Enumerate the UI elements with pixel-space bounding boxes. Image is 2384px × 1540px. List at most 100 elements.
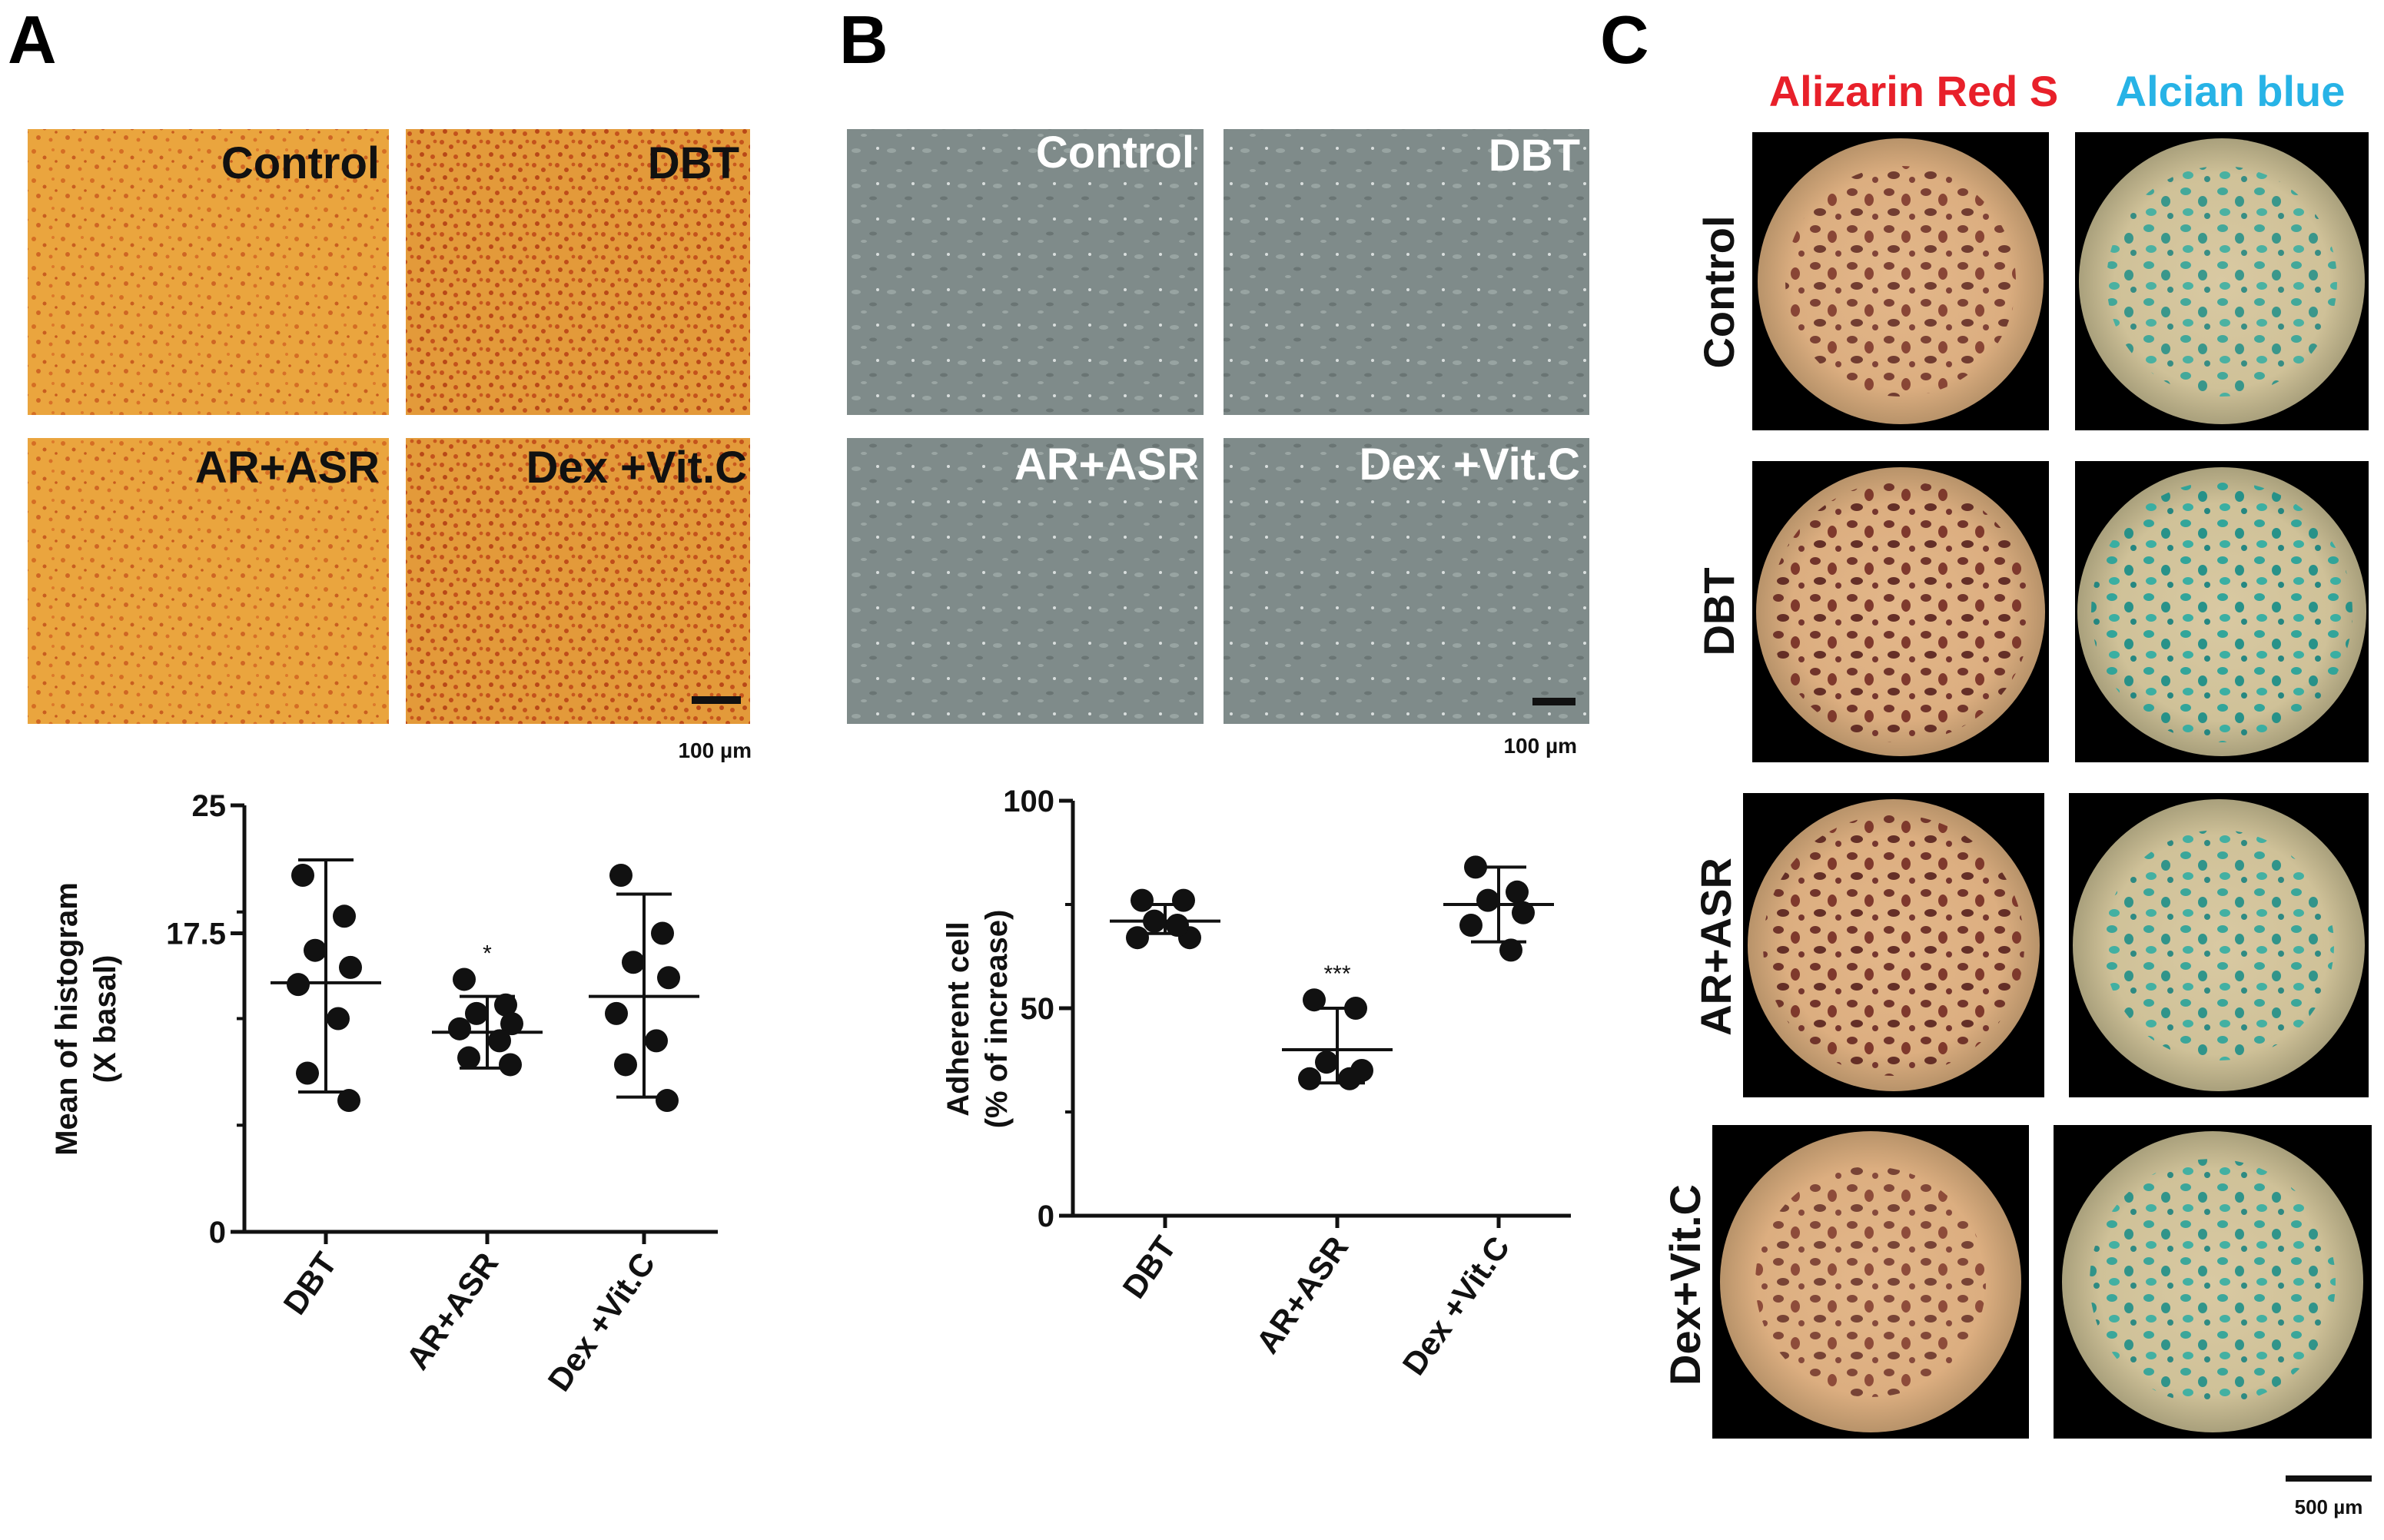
panel-b-micrographs: Control DBT AR+ASR Dex +Vit.C 100 µm bbox=[847, 128, 1589, 758]
y-tick-label: 0 bbox=[209, 1216, 226, 1250]
x-tick-label: AR+ASR bbox=[1249, 1230, 1355, 1359]
scale-bar-a bbox=[692, 696, 741, 704]
data-point bbox=[465, 1001, 488, 1025]
well-alcian-control-spots bbox=[2107, 166, 2337, 397]
data-point bbox=[1512, 901, 1535, 924]
data-point bbox=[333, 904, 356, 928]
micrograph-a-control bbox=[28, 129, 389, 415]
data-point bbox=[296, 1061, 319, 1085]
data-point bbox=[1126, 926, 1149, 950]
chart-b-ylabel2: (% of increase) bbox=[980, 910, 1014, 1129]
data-point bbox=[494, 993, 517, 1017]
well-alcian-dex-vitc-spots bbox=[2090, 1159, 2336, 1405]
panel-letter-b: B bbox=[839, 2, 888, 78]
panel-c-header-alcian: Alcian blue bbox=[2116, 67, 2346, 115]
panel-c-row-label-ar-asr: AR+ASR bbox=[1692, 858, 1740, 1036]
data-point bbox=[500, 1012, 523, 1036]
significance-annotation: * bbox=[483, 941, 492, 966]
micrograph-a-dex-vitc bbox=[406, 438, 750, 724]
data-point bbox=[656, 1089, 679, 1113]
chart-a-ylabel: Mean of histogram bbox=[50, 882, 84, 1156]
scale-label-a: 100 µm bbox=[678, 738, 752, 762]
data-point bbox=[499, 1053, 522, 1077]
x-tick-label: Dex +Vit.C bbox=[540, 1246, 662, 1397]
micrograph-b-label-dex-vitc: Dex +Vit.C bbox=[1360, 440, 1580, 490]
micrograph-b-ar-asr bbox=[847, 438, 1204, 724]
panel-letter-c: C bbox=[1600, 2, 1649, 78]
micrograph-a-dbt bbox=[406, 129, 750, 415]
chart-a-ylabel2: (X basal) bbox=[88, 955, 122, 1084]
y-tick-label: 50 bbox=[1021, 992, 1055, 1026]
data-point bbox=[457, 1046, 480, 1070]
x-tick-label: DBT bbox=[276, 1246, 344, 1321]
micrograph-a-label-dbt: DBT bbox=[648, 138, 739, 188]
panel-letter-a: A bbox=[8, 2, 57, 78]
panel-c: Alizarin Red S Alcian blue Control DBT bbox=[1661, 67, 2372, 1518]
data-point bbox=[651, 921, 674, 945]
data-point bbox=[448, 1017, 471, 1040]
micrograph-b-control bbox=[847, 129, 1204, 415]
scale-bar-b bbox=[1532, 698, 1575, 705]
scale-label-b: 100 µm bbox=[1503, 734, 1577, 758]
y-tick-label: 17.5 bbox=[166, 918, 226, 951]
data-point bbox=[1315, 1050, 1338, 1074]
scale-label-c: 500 µm bbox=[2295, 1495, 2363, 1518]
data-point bbox=[1344, 997, 1367, 1020]
well-alcian-dbt-spots bbox=[2091, 481, 2352, 742]
data-point bbox=[287, 973, 310, 997]
data-point bbox=[622, 951, 645, 974]
data-point bbox=[605, 1001, 628, 1025]
data-point bbox=[453, 967, 476, 991]
panel-c-row-label-dbt: DBT bbox=[1695, 567, 1743, 655]
micrograph-b-label-ar-asr: AR+ASR bbox=[1014, 440, 1199, 490]
data-point bbox=[1298, 1067, 1321, 1090]
micrograph-b-label-control: Control bbox=[1036, 128, 1194, 178]
data-point bbox=[1172, 888, 1195, 912]
data-point bbox=[327, 1007, 350, 1031]
y-tick-label: 0 bbox=[1038, 1200, 1054, 1233]
micrograph-b-label-dbt: DBT bbox=[1489, 131, 1580, 181]
data-point bbox=[1506, 880, 1529, 904]
micrograph-a-label-control: Control bbox=[221, 138, 380, 188]
data-point bbox=[645, 1029, 668, 1053]
panel-c-header-alizarin: Alizarin Red S bbox=[1769, 67, 2059, 115]
chart-b: Adherent cell (% of increase) 0 50 100 DBT A… bbox=[941, 785, 1571, 1382]
data-point bbox=[1166, 914, 1189, 937]
data-point bbox=[609, 864, 633, 888]
significance-annotation: *** bbox=[1323, 961, 1350, 987]
chart-b-ylabel: Adherent cell bbox=[941, 921, 975, 1116]
well-alcian-ar-asr-spots bbox=[2103, 830, 2334, 1060]
data-point bbox=[1464, 855, 1487, 879]
micrograph-b-dex-vitc bbox=[1224, 438, 1589, 724]
data-point bbox=[304, 938, 327, 962]
data-point bbox=[1459, 914, 1483, 937]
chart-a: Mean of histogram (X basal) 0 17.5 25 DBT AR… bbox=[50, 789, 718, 1398]
data-point bbox=[1131, 888, 1154, 912]
data-point bbox=[1476, 888, 1499, 912]
data-point bbox=[1303, 988, 1326, 1012]
y-tick-label: 100 bbox=[1003, 785, 1054, 818]
panel-c-row-label-dex-vitc: Dex+Vit.C bbox=[1661, 1184, 1709, 1386]
panel-a-micrographs: Control DBT AR+ASR Dex +Vit.C 100 µm bbox=[28, 129, 752, 762]
data-point bbox=[614, 1053, 637, 1077]
x-tick-label: DBT bbox=[1115, 1230, 1183, 1305]
well-alizarin-dex-vitc-spots bbox=[1755, 1167, 1986, 1397]
well-alizarin-control-spots bbox=[1785, 166, 2016, 397]
micrograph-a-label-dex-vitc: Dex +Vit.C bbox=[526, 443, 747, 493]
data-point bbox=[1499, 938, 1522, 962]
panel-c-row-label-control: Control bbox=[1695, 215, 1743, 368]
y-tick-label: 25 bbox=[192, 789, 227, 823]
data-point bbox=[339, 955, 362, 979]
data-point bbox=[1338, 1067, 1361, 1090]
x-tick-label: AR+ASR bbox=[399, 1246, 505, 1376]
data-point bbox=[657, 966, 680, 990]
micrograph-a-label-ar-asr: AR+ASR bbox=[195, 443, 380, 493]
data-point bbox=[1143, 909, 1166, 933]
micrograph-a-ar-asr bbox=[28, 438, 389, 724]
x-tick-label: Dex +Vit.C bbox=[1395, 1230, 1516, 1381]
well-alizarin-dbt-spots bbox=[1770, 481, 2031, 742]
well-alizarin-ar-asr-spots bbox=[1763, 815, 2024, 1076]
data-point bbox=[488, 1029, 511, 1053]
data-point bbox=[337, 1089, 360, 1113]
